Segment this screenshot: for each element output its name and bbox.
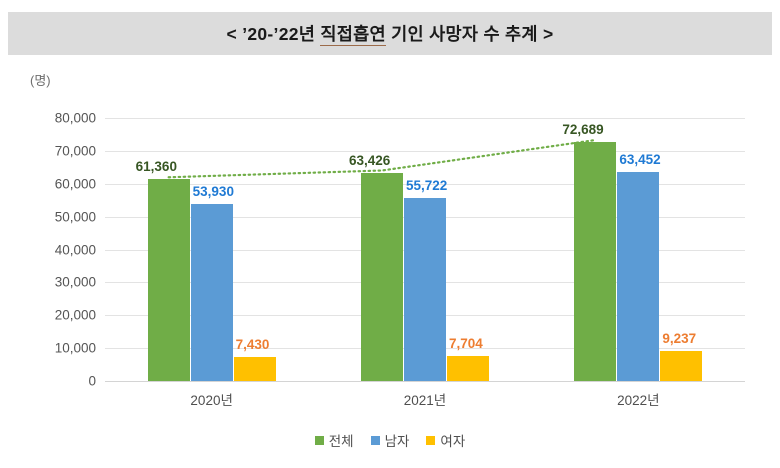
- bar-value-label: 61,360: [135, 159, 177, 175]
- x-axis-tick-label: 2021년: [403, 393, 447, 408]
- y-axis-tick-label: 10,000: [54, 340, 96, 356]
- y-axis-tick-label: 0: [88, 373, 96, 389]
- legend-item[interactable]: 여자: [426, 430, 465, 450]
- gridline: [105, 381, 745, 382]
- legend-label: 여자: [440, 434, 466, 449]
- bar-female[interactable]: [447, 355, 489, 381]
- bar-female[interactable]: [233, 356, 276, 381]
- chart-canvas: (명) 80,000 70,000 60,000 50,000 40,000 30,000…: [0, 55, 780, 468]
- legend-item[interactable]: 전체: [314, 430, 354, 450]
- bar-group: 61,360 53,930 7,430: [136, 118, 276, 381]
- y-axis-tick-label: 40,000: [54, 242, 96, 257]
- y-axis-tick-label: 80,000: [54, 110, 96, 126]
- x-axis-tick-label: 2022년: [617, 393, 660, 408]
- chart-legend: 전체 남자 여자: [0, 430, 780, 450]
- bar-male[interactable]: [404, 197, 446, 381]
- bar-value-label: 55,722: [406, 177, 448, 193]
- bar-value-label: 63,452: [619, 152, 661, 168]
- y-axis-tick-label: 60,000: [54, 176, 96, 192]
- y-axis-tick-label: 30,000: [54, 274, 96, 290]
- legend-item[interactable]: 남자: [370, 430, 410, 450]
- title-emphasis: 직접흡연: [320, 24, 386, 46]
- title-suffix: 기인 사망자 수 추계 >: [385, 24, 554, 44]
- y-axis-tick-label: 20,000: [54, 307, 96, 323]
- bar-total[interactable]: [574, 142, 617, 381]
- bar-value-label: 9,237: [662, 330, 697, 346]
- gridline: [105, 118, 745, 119]
- bar-value-label: 72,689: [562, 122, 604, 138]
- page-title: < ’20-’22년 직접흡연 기인 사망자 수 추계 >: [227, 21, 554, 46]
- title-prefix: < ’20-’22년: [226, 24, 321, 44]
- bar-group: 72,689 63,452 9,237: [562, 118, 703, 381]
- plot-area: 61,360 53,930 7,430 63,426 55,722 7,704 72,689…: [105, 118, 745, 381]
- y-axis-tick-label: 70,000: [54, 143, 96, 159]
- bar-female[interactable]: [660, 350, 703, 381]
- gridline: [105, 183, 745, 185]
- bar-total[interactable]: [147, 179, 190, 381]
- legend-label: 남자: [384, 434, 410, 449]
- y-axis-tick-label: 50,000: [54, 209, 96, 225]
- chart-title-band: < ’20-’22년 직접흡연 기인 사망자 수 추계 >: [8, 12, 772, 55]
- bar-male[interactable]: [190, 203, 233, 381]
- bar-value-label: 63,426: [349, 152, 391, 168]
- bar-group: 63,426 55,722 7,704: [349, 118, 489, 381]
- bar-value-label: 7,704: [449, 335, 483, 351]
- y-axis-unit-label: (명): [30, 73, 51, 88]
- bar-total[interactable]: [361, 172, 403, 381]
- bar-value-label: 53,930: [192, 183, 234, 199]
- legend-label: 전체: [328, 434, 354, 449]
- legend-swatch-icon: [426, 435, 436, 445]
- legend-swatch-icon: [370, 435, 380, 445]
- bar-male[interactable]: [617, 172, 660, 381]
- bar-value-label: 7,430: [235, 336, 270, 352]
- legend-swatch-icon: [314, 435, 324, 445]
- x-axis-tick-label: 2020년: [190, 393, 233, 408]
